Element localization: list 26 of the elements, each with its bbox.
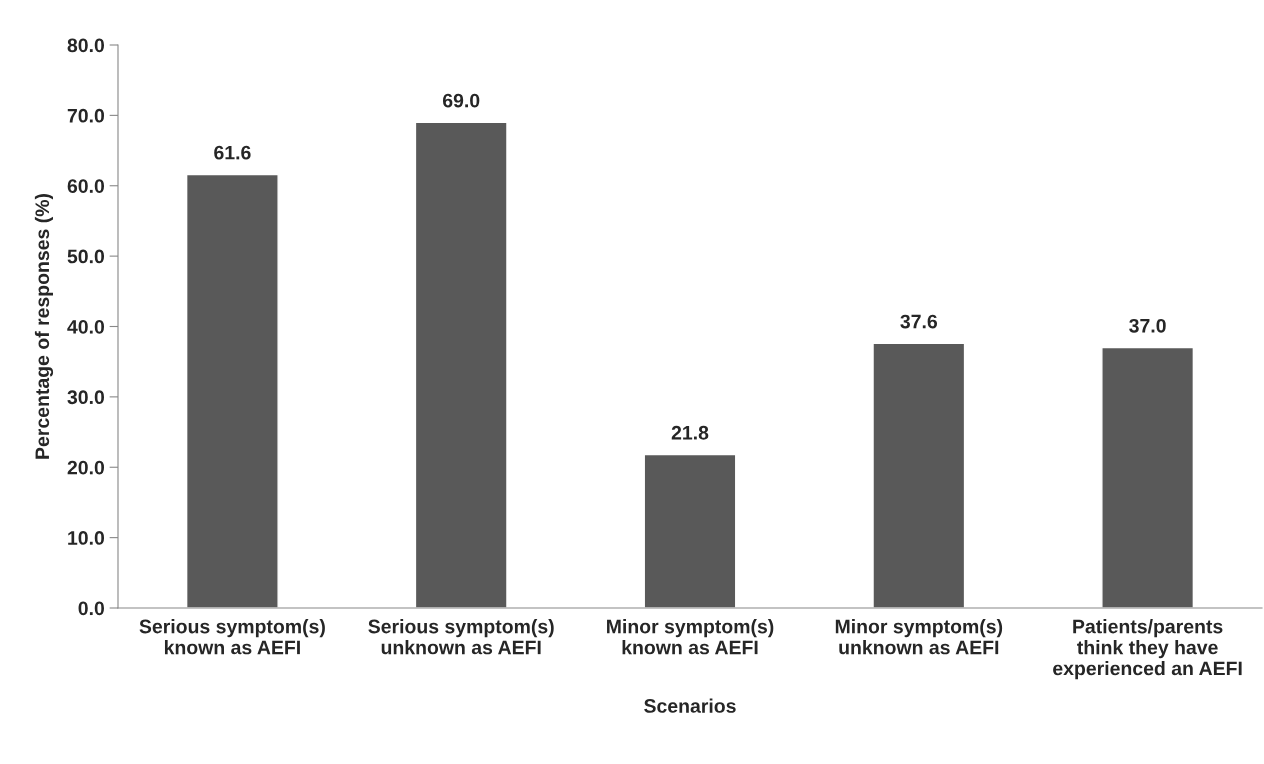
data-label: 21.8 [671,425,709,440]
bar [643,453,737,608]
y-tick-label: 20.0 [67,460,105,475]
x-tick-label: Minor symptom(s) known as AEFI [607,619,774,655]
x-tick-label: Patients/parents think they have experienced an AEFI [1053,619,1242,680]
data-label: 61.6 [214,145,251,160]
y-tick-label: 0.0 [78,601,105,616]
data-label: 69.0 [442,93,480,108]
bar [1101,346,1195,608]
x-axis-title: Scenarios [644,698,736,713]
bar [414,121,508,608]
data-label: 37.0 [1129,318,1166,333]
y-tick-label: 70.0 [67,108,105,123]
x-tick-label: Minor symptom(s) unknown as AEFI [835,619,1003,655]
y-tick-label: 60.0 [67,179,105,193]
y-tick-label: 50.0 [67,249,105,264]
y-axis-title: Percentage of responses (%) [34,194,54,459]
y-tick-label: 40.0 [67,319,105,334]
y-tick-label: 10.0 [68,531,105,545]
bar [872,342,966,608]
bar [185,173,279,608]
x-tick-label: Serious symptom(s) unknown as AEFI [368,619,554,655]
x-tick-label: Serious symptom(s) known as AEFI [139,619,325,655]
y-tick-label: 80.0 [67,38,105,53]
data-label: 37.6 [900,314,938,329]
y-tick-label: 30.0 [67,390,105,405]
